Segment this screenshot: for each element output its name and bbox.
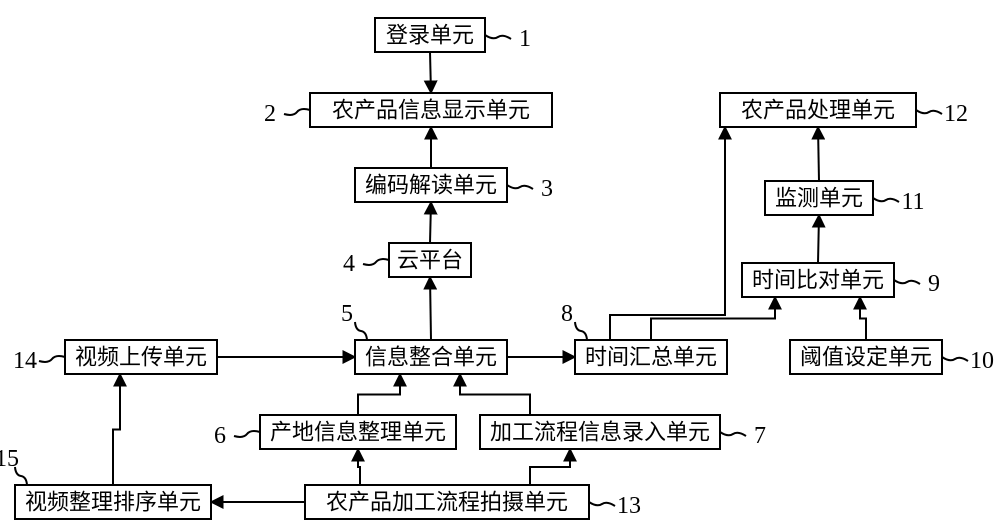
- node-n7: 加工流程信息录入单元 7: [480, 415, 766, 449]
- node-n1: 登录单元 1: [375, 18, 531, 52]
- node-label: 登录单元: [386, 23, 474, 48]
- node-n6: 产地信息整理单元 6: [214, 415, 456, 449]
- node-n9: 时间比对单元 9: [742, 263, 940, 297]
- lead-line: [234, 431, 260, 437]
- node-label: 云平台: [397, 248, 463, 273]
- node-label: 农产品信息显示单元: [332, 98, 530, 123]
- node-label: 监测单元: [775, 186, 863, 211]
- node-n12: 农产品处理单元 12: [720, 93, 968, 127]
- node-n15: 视频整理排序单元15: [0, 446, 211, 519]
- node-n5: 信息整合单元 5: [341, 301, 507, 374]
- node-label: 信息整合单元: [365, 345, 497, 370]
- node-n4: 云平台 4: [343, 243, 471, 277]
- lead-line: [720, 432, 746, 436]
- node-number: 12: [944, 101, 968, 127]
- edge-n8-n9: [651, 297, 775, 340]
- lead-line: [589, 502, 615, 506]
- edge-n6-n5: [358, 374, 400, 415]
- node-label: 视频整理排序单元: [25, 490, 201, 515]
- node-number: 9: [928, 271, 940, 297]
- node-label: 编码解读单元: [365, 173, 497, 198]
- node-number: 7: [754, 423, 766, 449]
- node-n11: 监测单元 11: [765, 181, 925, 215]
- edge-n11-n12: [818, 127, 819, 181]
- edge-n8-n12: [610, 127, 725, 340]
- node-number: 6: [214, 423, 226, 449]
- node-number: 8: [561, 301, 573, 327]
- lead-line: [39, 356, 65, 362]
- node-label: 加工流程信息录入单元: [490, 420, 710, 445]
- flowchart-diagram: 登录单元 1 农产品信息显示单元 2 编码解读单元 3 云平台 4 信息整合单元 5 产地信息整理单…: [0, 0, 1000, 532]
- node-number: 10: [970, 348, 994, 374]
- edge-n7-n5: [460, 374, 530, 415]
- lead-line: [507, 185, 533, 189]
- node-n13: 农产品加工流程拍摄单元 13: [305, 485, 641, 519]
- node-label: 农产品处理单元: [741, 98, 895, 123]
- node-label: 视频上传单元: [75, 345, 207, 370]
- node-n10: 阈值设定单元 10: [790, 340, 994, 374]
- lead-line: [942, 357, 968, 361]
- node-number: 1: [519, 26, 531, 52]
- node-number: 2: [264, 101, 276, 127]
- edge-n15-n14: [113, 374, 120, 485]
- node-label: 农产品加工流程拍摄单元: [326, 490, 568, 515]
- node-label: 时间汇总单元: [585, 345, 717, 370]
- edge-n9-n11: [818, 215, 819, 263]
- node-label: 时间比对单元: [752, 268, 884, 293]
- node-number: 5: [341, 301, 353, 327]
- lead-line: [873, 198, 899, 202]
- lead-line: [894, 280, 920, 284]
- lead-line: [284, 109, 310, 115]
- lead-line: [575, 322, 587, 340]
- node-n3: 编码解读单元 3: [355, 168, 553, 202]
- edge-n13-n7: [530, 449, 570, 485]
- edge-n4-n3: [430, 202, 431, 243]
- node-n8: 时间汇总单元 8: [561, 301, 727, 374]
- node-number: 3: [541, 176, 553, 202]
- lead-line: [363, 259, 389, 265]
- edge-n10-n9: [860, 297, 866, 340]
- node-number: 14: [13, 348, 37, 374]
- lead-line: [485, 35, 511, 39]
- node-n14: 视频上传单元 14: [13, 340, 217, 374]
- node-number: 11: [901, 189, 924, 215]
- lead-line: [355, 322, 367, 340]
- nodes-layer: 登录单元 1 农产品信息显示单元 2 编码解读单元 3 云平台 4 信息整合单元 5 产地信息整理单…: [0, 18, 994, 519]
- edge-n13-n6: [358, 449, 360, 485]
- lead-line: [916, 110, 942, 114]
- node-n2: 农产品信息显示单元 2: [264, 93, 552, 127]
- node-label: 阈值设定单元: [800, 345, 932, 370]
- node-number: 15: [0, 446, 19, 472]
- edge-n1-n2: [430, 52, 431, 93]
- node-number: 4: [343, 251, 355, 277]
- node-label: 产地信息整理单元: [270, 420, 446, 445]
- edge-n5-n4: [430, 277, 431, 340]
- node-number: 13: [617, 493, 641, 519]
